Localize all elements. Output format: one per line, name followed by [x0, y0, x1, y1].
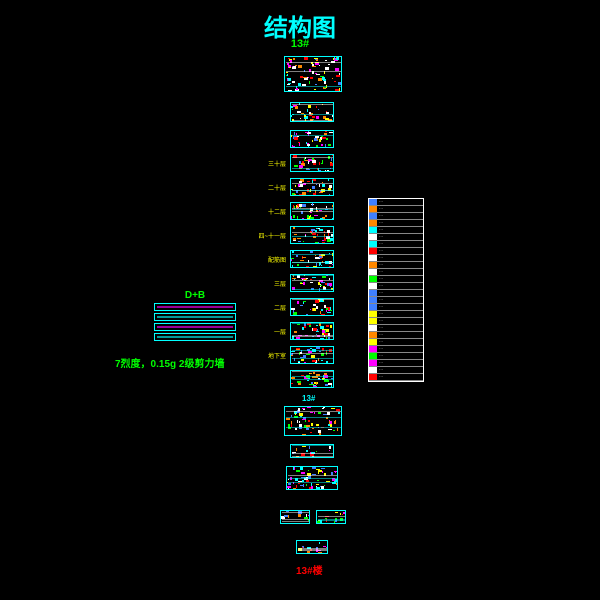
- dwg-block: D+B: [150, 290, 240, 343]
- legend-row-10: ···: [369, 269, 423, 276]
- thumbnail-label-6: 四~十一层: [248, 231, 286, 240]
- thumbnail-1: [290, 102, 334, 122]
- thumbnail-10: [290, 322, 334, 340]
- legend-row-15: ···: [369, 304, 423, 311]
- legend-row-7: ···: [369, 248, 423, 255]
- thumbnail-14: [290, 444, 334, 458]
- mid-section-label: 13#: [302, 394, 315, 403]
- dwg-bar-3: [154, 333, 236, 341]
- legend-row-19: ···: [369, 332, 423, 339]
- thumbnail-label-4: 二十层: [248, 183, 286, 192]
- thumbnail-label-5: 十二层: [248, 207, 286, 216]
- thumbnail-17: [316, 510, 346, 524]
- thumbnail-15: [286, 466, 338, 490]
- thumbnail-8: [290, 274, 334, 292]
- thumbnail-9: [290, 298, 334, 316]
- legend-row-18: ···: [369, 325, 423, 332]
- thumbnail-2: [290, 130, 334, 148]
- dwg-block-title: D+B: [150, 290, 240, 301]
- legend-row-12: ···: [369, 283, 423, 290]
- thumbnail-11: [290, 346, 334, 364]
- thumbnail-5: [290, 202, 334, 220]
- thumbnail-3: [290, 154, 334, 172]
- legend-row-25: ···: [369, 374, 423, 381]
- legend-row-24: ···: [369, 367, 423, 374]
- thumbnail-7: [290, 250, 334, 268]
- thumbnail-label-10: 一层: [248, 327, 286, 336]
- legend-row-2: ···: [369, 213, 423, 220]
- legend-row-9: ···: [369, 262, 423, 269]
- thumbnail-13: [284, 406, 342, 436]
- thumbnail-12: [290, 370, 334, 388]
- legend-row-8: ···: [369, 255, 423, 262]
- thumbnail-label-8: 三层: [248, 279, 286, 288]
- thumbnail-label-3: 三十层: [248, 159, 286, 168]
- legend-row-0: ···: [369, 199, 423, 206]
- legend-row-6: ···: [369, 241, 423, 248]
- thumbnail-label-11: 地下室: [248, 351, 286, 360]
- dwg-bar-1: [154, 313, 236, 321]
- legend-row-23: ···: [369, 360, 423, 367]
- legend-row-3: ···: [369, 220, 423, 227]
- thumbnail-16: [280, 510, 310, 524]
- page-subtitle: 13#: [291, 38, 309, 50]
- legend-row-21: ···: [369, 346, 423, 353]
- legend-row-5: ···: [369, 234, 423, 241]
- legend-row-20: ···: [369, 339, 423, 346]
- legend-row-1: ···: [369, 206, 423, 213]
- thumbnail-label-9: 二层: [248, 303, 286, 312]
- legend-row-17: ···: [369, 318, 423, 325]
- thumbnail-4: [290, 178, 334, 196]
- legend-table: ········································…: [368, 198, 424, 382]
- legend-row-11: ···: [369, 276, 423, 283]
- thumbnail-0: [284, 56, 342, 92]
- dwg-bar-2: [154, 323, 236, 331]
- thumbnail-6: [290, 226, 334, 244]
- bottom-label: 13#楼: [296, 562, 323, 577]
- legend-row-16: ···: [369, 311, 423, 318]
- legend-row-14: ···: [369, 297, 423, 304]
- thumbnail-label-7: 配筋图: [248, 255, 286, 264]
- legend-row-13: ···: [369, 290, 423, 297]
- legend-row-4: ···: [369, 227, 423, 234]
- seismic-note: 7烈度，0.15g 2级剪力墙: [115, 355, 224, 370]
- thumbnail-18: [296, 540, 328, 554]
- dwg-bar-0: [154, 303, 236, 311]
- legend-row-22: ···: [369, 353, 423, 360]
